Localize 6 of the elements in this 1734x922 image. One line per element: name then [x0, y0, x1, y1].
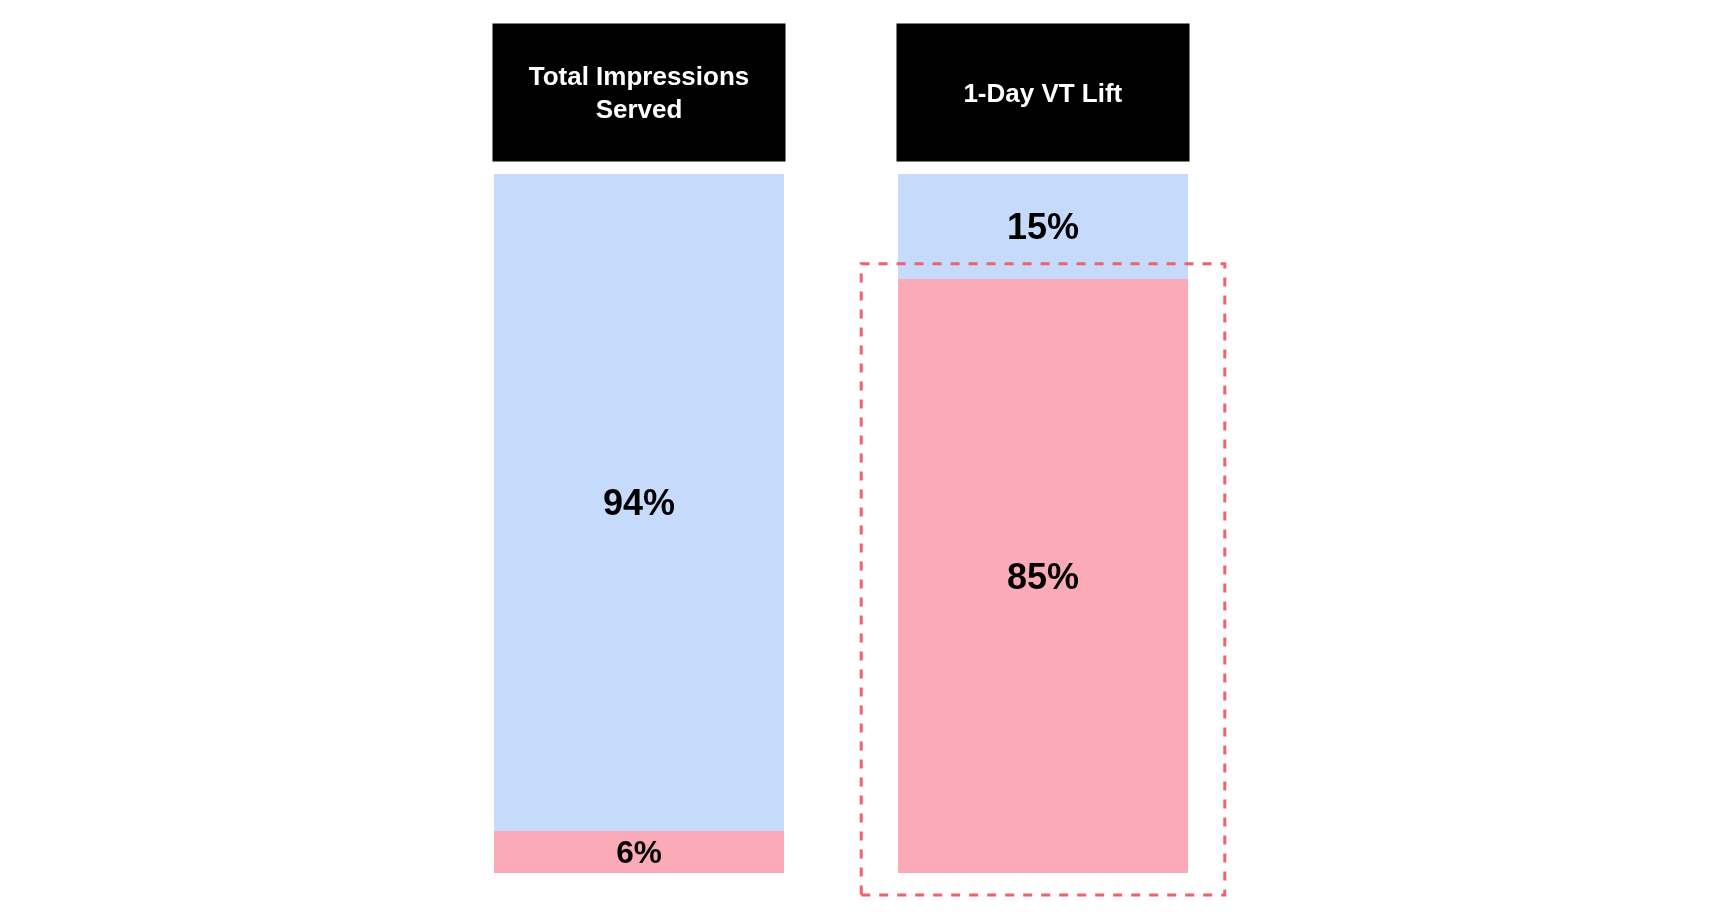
data-label: 6% — [616, 833, 662, 870]
data-label: 94% — [602, 482, 676, 523]
data-label: 15% — [1006, 206, 1080, 247]
x-tick-label: Total Impressions Served — [528, 60, 750, 125]
x-tick-label: 1-Day VT Lift — [963, 77, 1123, 108]
data-label: 85% — [1006, 555, 1080, 597]
